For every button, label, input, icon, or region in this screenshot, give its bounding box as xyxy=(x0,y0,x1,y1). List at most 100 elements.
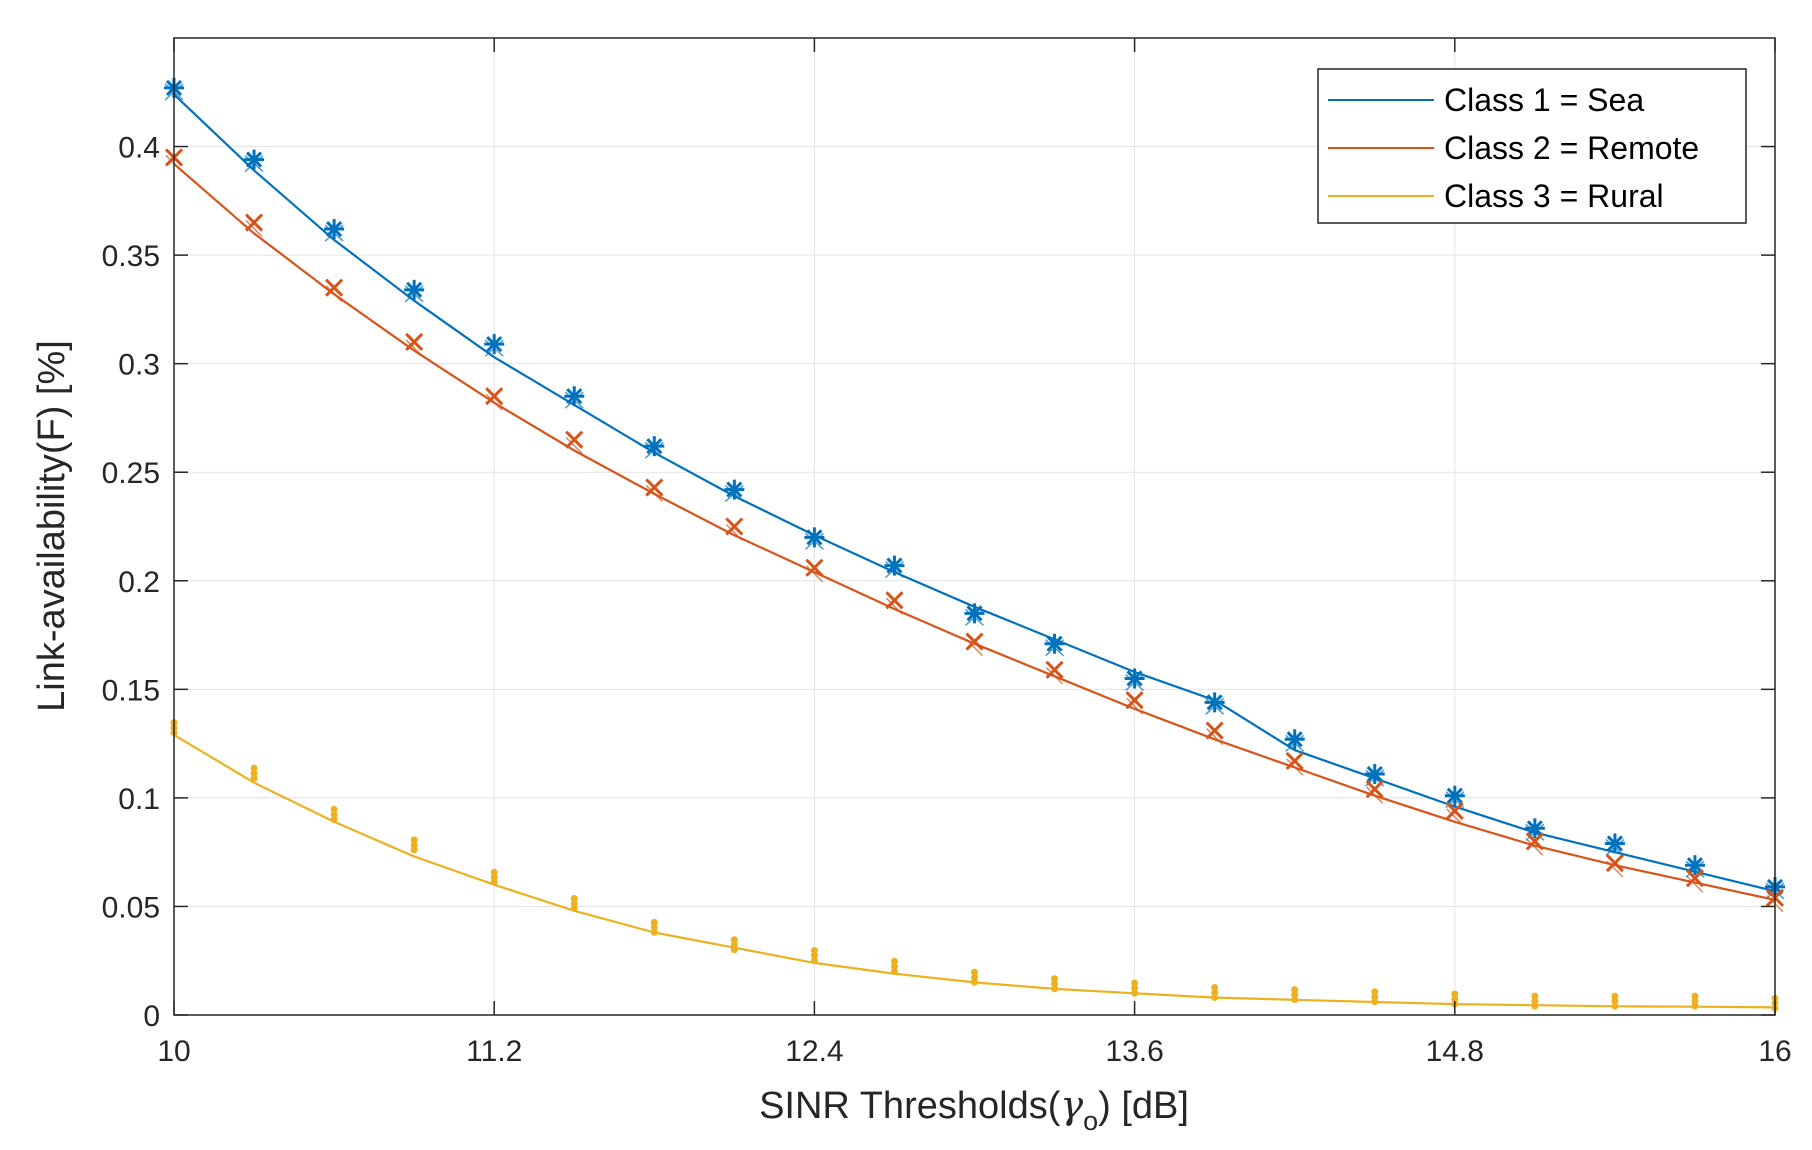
dot-marker xyxy=(490,868,498,876)
data-point-sea xyxy=(244,149,265,173)
y-axis-title: Link-availability(F) [%] xyxy=(31,340,73,712)
data-point-sea xyxy=(1524,818,1545,841)
dot-marker xyxy=(890,957,898,965)
y-tick-label: 0.4 xyxy=(118,132,160,165)
x-tick-label: 11.2 xyxy=(466,1035,522,1068)
x-stroke xyxy=(1045,660,1064,679)
asterisk-stroke xyxy=(1606,835,1623,852)
dot-marker xyxy=(250,774,258,782)
y-tick-label: 0.3 xyxy=(118,349,160,382)
dot-marker xyxy=(730,941,738,949)
asterisk-stroke xyxy=(245,151,263,168)
dot-marker xyxy=(1051,975,1059,983)
data-point-remote xyxy=(1525,832,1544,856)
y-tick-label: 0.1 xyxy=(118,783,160,816)
dot-marker xyxy=(730,946,738,954)
data-point-remote xyxy=(805,558,824,583)
data-point-sea xyxy=(884,555,905,579)
x-stroke xyxy=(1685,869,1705,888)
data-point-sea xyxy=(1684,855,1705,878)
dot-marker xyxy=(730,936,738,944)
dot-marker xyxy=(410,846,418,854)
data-point-rural xyxy=(570,894,578,912)
dot-marker xyxy=(1291,986,1299,994)
x-axis-title: SINR Thresholds(γo) [dB] xyxy=(759,1083,1189,1136)
asterisk-stroke xyxy=(884,561,904,579)
y-tick-label: 0.05 xyxy=(102,891,160,924)
data-point-remote xyxy=(885,591,904,615)
dot-marker xyxy=(650,918,658,926)
data-point-remote xyxy=(645,478,664,502)
x-stroke xyxy=(1126,697,1144,715)
grid xyxy=(173,38,1776,1016)
x-stroke xyxy=(1606,860,1624,878)
dot-marker xyxy=(330,810,338,818)
x-stroke xyxy=(485,387,504,406)
x-stroke xyxy=(565,430,584,449)
x-stroke xyxy=(645,484,663,502)
dot-marker xyxy=(1691,997,1699,1005)
data-point-sea xyxy=(1604,833,1625,857)
asterisk-stroke xyxy=(324,224,344,242)
data-point-remote xyxy=(1685,869,1705,893)
dot-marker xyxy=(1291,996,1299,1004)
data-point-sea xyxy=(1044,633,1065,657)
x-stroke xyxy=(1445,801,1464,820)
y-tick-label: 0.15 xyxy=(102,674,160,707)
asterisk-stroke xyxy=(404,285,424,303)
data-point-remote xyxy=(325,278,344,303)
x-stroke xyxy=(244,213,264,232)
data-point-rural xyxy=(250,764,258,782)
asterisk-stroke xyxy=(1205,697,1225,715)
dot-marker xyxy=(1131,989,1139,997)
data-point-sea xyxy=(484,334,505,357)
asterisk-stroke xyxy=(406,281,423,298)
legend-label-rural: Class 3 = Rural xyxy=(1444,178,1664,214)
dot-marker xyxy=(1051,980,1059,988)
data-point-sea xyxy=(1204,692,1225,715)
ticks: 10 11.2 12.4 13.6 14.8 16 0 0.05 0.1 0.15 0.2 0.25 0… xyxy=(102,38,1792,1068)
series-line-remote xyxy=(173,163,1776,901)
x-stroke xyxy=(1286,758,1304,776)
axes-box xyxy=(173,37,1776,1016)
x-tick-label: 13.6 xyxy=(1105,1035,1163,1068)
x-stroke xyxy=(1365,780,1384,799)
x-tick-label: 12.4 xyxy=(785,1035,843,1068)
dot-marker xyxy=(570,894,578,902)
x-stroke xyxy=(1526,838,1544,856)
asterisk-stroke xyxy=(1605,838,1625,857)
dot-marker xyxy=(1131,979,1139,987)
dot-marker xyxy=(1531,997,1539,1005)
asterisk-stroke xyxy=(806,529,823,546)
dot-marker xyxy=(890,967,898,975)
data-point-sea xyxy=(1284,729,1305,752)
data-point-sea xyxy=(1364,764,1385,787)
x-tick-label: 16 xyxy=(1758,1035,1791,1068)
dot-marker xyxy=(1291,991,1299,999)
dot-marker xyxy=(330,805,338,813)
x-stroke xyxy=(1366,786,1384,804)
asterisk-stroke xyxy=(1526,820,1543,837)
dot-marker xyxy=(1531,1002,1539,1010)
data-point-rural xyxy=(730,936,738,954)
data-point-sea xyxy=(324,219,345,242)
data-point-remote xyxy=(1045,660,1064,685)
data-point-remote xyxy=(725,517,744,542)
data-point-rural xyxy=(1611,992,1619,1010)
dot-marker xyxy=(1371,998,1379,1006)
asterisk-stroke xyxy=(804,532,824,550)
legend-label-sea: Class 1 = Sea xyxy=(1444,82,1644,118)
data-point-rural xyxy=(490,868,498,886)
dot-marker xyxy=(330,815,338,823)
legend-label-remote: Class 2 = Remote xyxy=(1444,130,1699,166)
dot-marker xyxy=(1211,988,1219,996)
y-tick-label: 0.2 xyxy=(118,566,160,599)
x-stroke xyxy=(405,332,424,352)
dot-marker xyxy=(650,923,658,931)
asterisk-stroke xyxy=(566,388,583,405)
x-stroke xyxy=(1285,751,1304,771)
data-point-rural xyxy=(1451,990,1459,1008)
data-point-sea xyxy=(804,527,825,550)
x-stroke xyxy=(1446,808,1464,826)
data-point-remote xyxy=(1605,853,1624,878)
